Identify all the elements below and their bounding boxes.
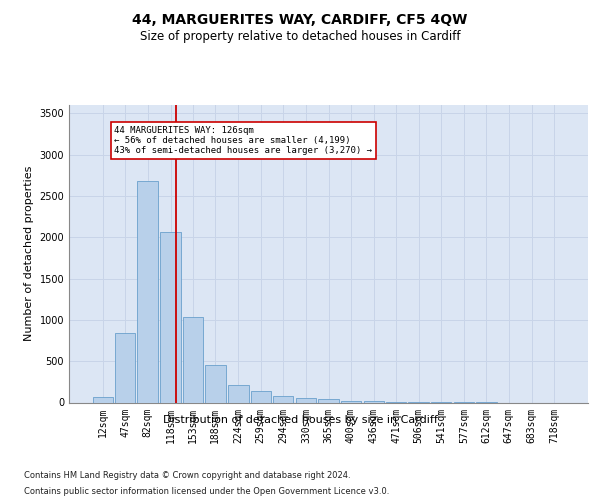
Bar <box>228 384 248 402</box>
Bar <box>296 398 316 402</box>
Text: Distribution of detached houses by size in Cardiff: Distribution of detached houses by size … <box>163 415 437 425</box>
Bar <box>137 181 158 402</box>
Bar <box>92 396 113 402</box>
Bar <box>273 396 293 402</box>
Text: Contains HM Land Registry data © Crown copyright and database right 2024.: Contains HM Land Registry data © Crown c… <box>24 471 350 480</box>
Text: 44 MARGUERITES WAY: 126sqm
← 56% of detached houses are smaller (4,199)
43% of s: 44 MARGUERITES WAY: 126sqm ← 56% of deta… <box>115 126 373 156</box>
Y-axis label: Number of detached properties: Number of detached properties <box>24 166 34 342</box>
Bar <box>115 333 136 402</box>
Bar <box>205 366 226 403</box>
Text: 44, MARGUERITES WAY, CARDIFF, CF5 4QW: 44, MARGUERITES WAY, CARDIFF, CF5 4QW <box>133 12 467 26</box>
Text: Contains public sector information licensed under the Open Government Licence v3: Contains public sector information licen… <box>24 488 389 496</box>
Bar <box>160 232 181 402</box>
Bar <box>341 401 361 402</box>
Bar <box>183 318 203 402</box>
Text: Size of property relative to detached houses in Cardiff: Size of property relative to detached ho… <box>140 30 460 43</box>
Bar <box>318 399 339 402</box>
Bar <box>251 392 271 402</box>
